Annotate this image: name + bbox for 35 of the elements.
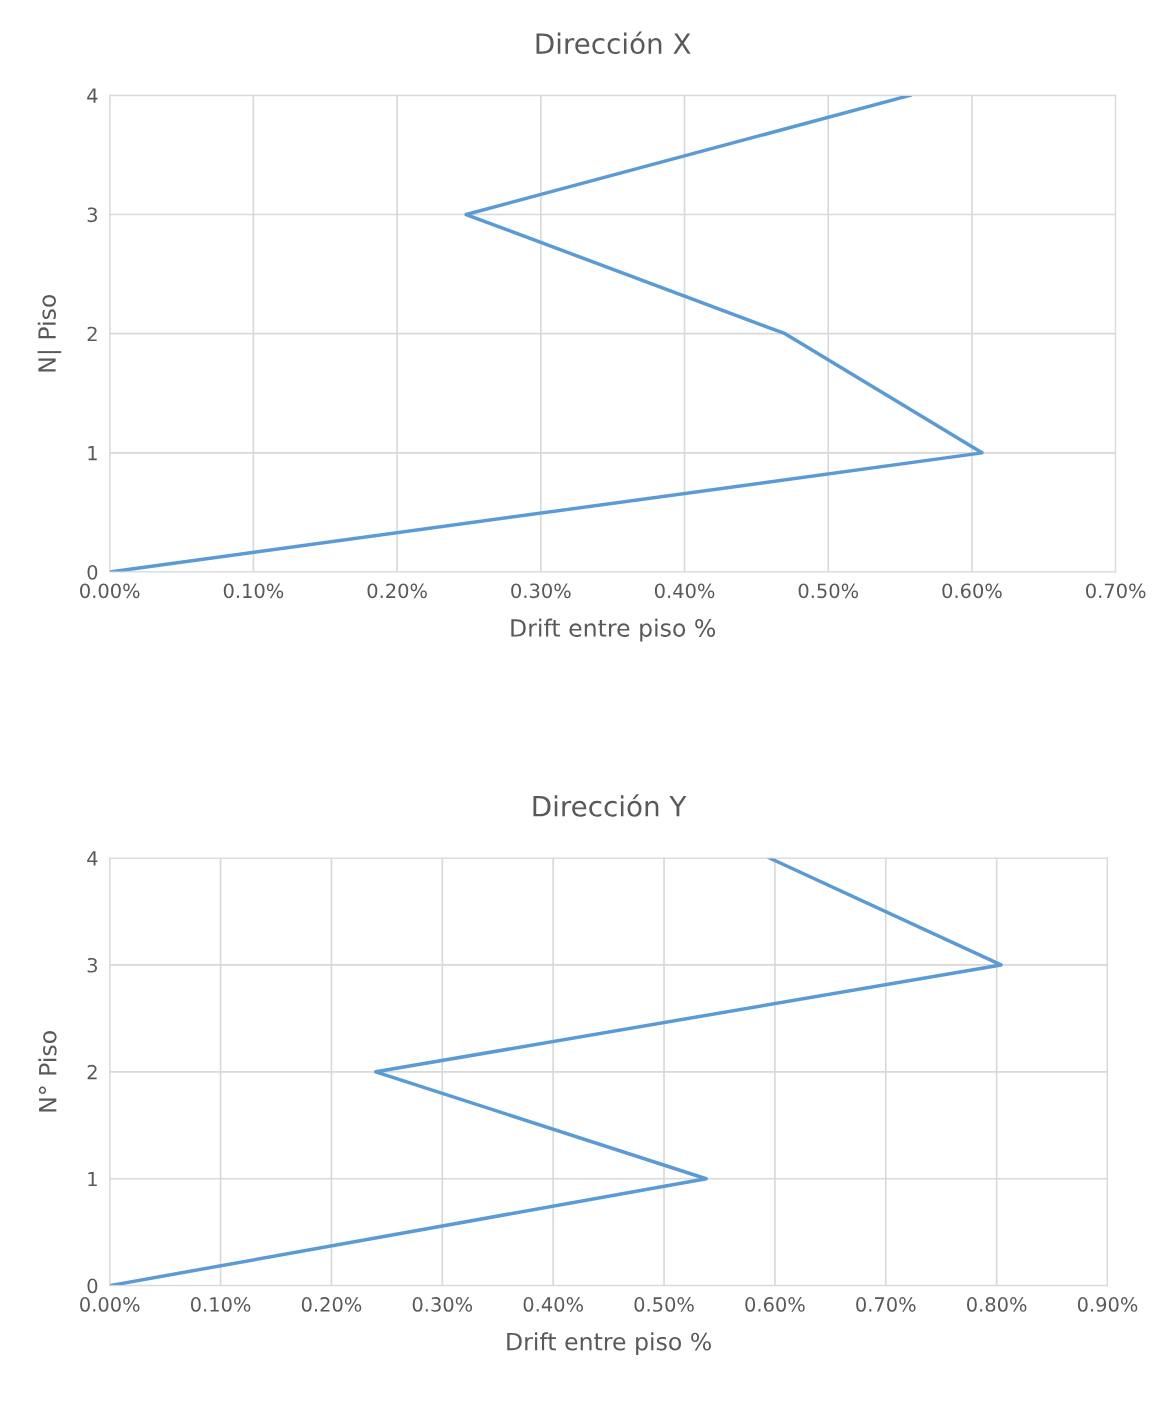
x-tick-label: 0.20% (301, 1297, 362, 1312)
y-tick-label: 1 (88, 446, 97, 461)
x-tick-label: 0.70% (1086, 583, 1146, 599)
x-tick-label: 0.90% (1077, 1297, 1138, 1312)
x-tick-label: 0.60% (942, 583, 1002, 599)
x-tick-label: 0.50% (798, 583, 859, 599)
x-tick-label: 0.50% (634, 1297, 694, 1312)
x-axis-title: Drift entre piso % (507, 1332, 711, 1356)
line-series (109, 858, 1003, 1286)
x-tick-label: 0.60% (745, 1297, 805, 1312)
y-tick-label: 2 (87, 326, 97, 342)
x-tick-label: 0.30% (511, 583, 571, 599)
y-axis-title: N| Piso (37, 294, 62, 372)
x-tick-label: 0.10% (190, 1297, 251, 1312)
x-tick-label: 0.80% (967, 1297, 1027, 1312)
x-tick-label: 0.00% (80, 583, 140, 599)
x-tick-label: 0.40% (523, 1297, 583, 1312)
chart-title: Dirección X (536, 31, 691, 55)
y-tick-label: 4 (87, 88, 98, 103)
x-tick-label: 0.30% (412, 1297, 473, 1312)
x-tick-label: 0.20% (367, 583, 427, 599)
y-tick-label: 1 (88, 1171, 97, 1187)
x-tick-label: 0.70% (856, 1297, 916, 1312)
x-tick-label: 0.00% (80, 1297, 140, 1312)
y-tick-label: 3 (87, 207, 98, 223)
x-tick-label: 0.40% (654, 583, 715, 599)
x-tick-label: 0.10% (223, 583, 284, 599)
y-tick-label: 0 (87, 1278, 98, 1294)
y-axis-title: N° Piso (38, 1031, 57, 1112)
y-tick-label: 4 (87, 851, 98, 866)
y-tick-label: 2 (87, 1064, 97, 1080)
y-tick-label: 0 (87, 564, 98, 580)
y-tick-label: 3 (87, 957, 98, 973)
chart-title: Dirección Y (533, 794, 687, 817)
x-axis-title: Drift entre piso % (511, 618, 716, 642)
